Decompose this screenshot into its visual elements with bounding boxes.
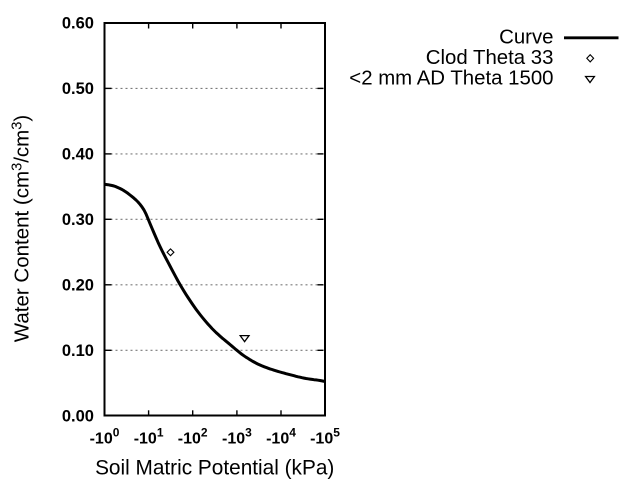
svg-text:-105: -105 [310, 426, 340, 448]
svg-text:0.30: 0.30 [62, 211, 94, 229]
svg-text:0.00: 0.00 [62, 408, 94, 426]
svg-text:-103: -103 [222, 426, 252, 448]
svg-text:Clod Theta 33: Clod Theta 33 [426, 47, 554, 69]
svg-text:0.60: 0.60 [62, 15, 94, 33]
svg-text:Water Content (cm3/cm3): Water Content (cm3/cm3) [10, 115, 34, 342]
svg-text:-101: -101 [134, 426, 164, 448]
svg-text:0.50: 0.50 [62, 80, 94, 98]
svg-text:Curve: Curve [499, 26, 553, 48]
svg-text:-104: -104 [266, 426, 296, 448]
svg-text:0.10: 0.10 [62, 342, 94, 360]
svg-text:Soil Matric Potential (kPa): Soil Matric Potential (kPa) [95, 457, 334, 480]
svg-text:-102: -102 [178, 426, 208, 448]
svg-text:<2 mm AD Theta 1500: <2 mm AD Theta 1500 [349, 67, 553, 89]
svg-text:0.20: 0.20 [62, 277, 94, 295]
svg-text:0.40: 0.40 [62, 146, 94, 164]
svg-text:-100: -100 [90, 426, 120, 448]
